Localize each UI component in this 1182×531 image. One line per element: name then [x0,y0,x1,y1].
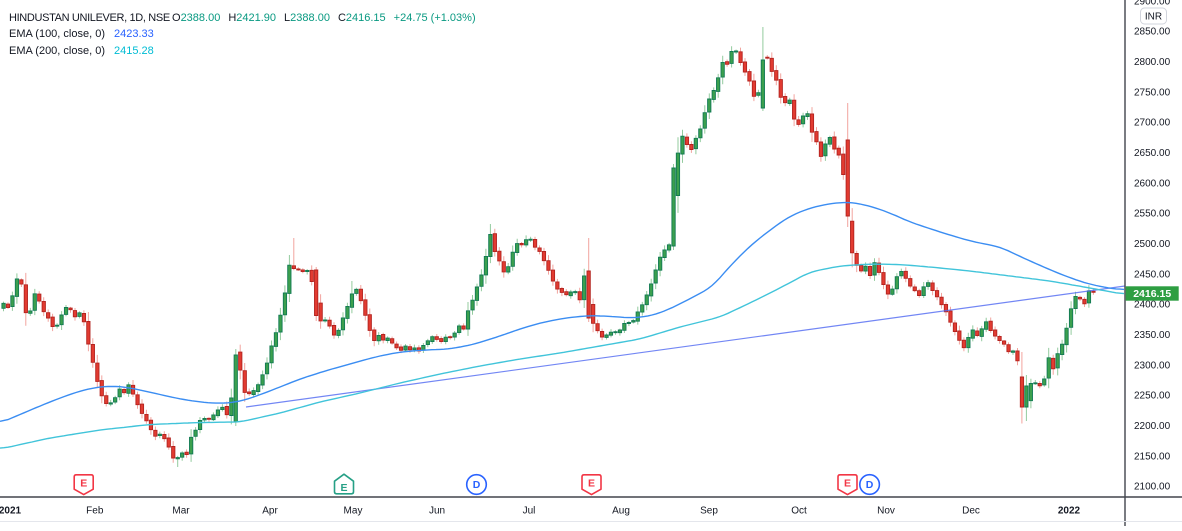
svg-text:2850.00: 2850.00 [1134,27,1171,38]
svg-text:E: E [340,482,347,494]
svg-text:2400.00: 2400.00 [1134,300,1171,311]
svg-text:2021: 2021 [0,506,22,517]
svg-text:Jul: Jul [523,506,536,517]
svg-text:2500.00: 2500.00 [1134,239,1171,250]
svg-text:E: E [588,478,595,490]
svg-text:Feb: Feb [86,506,104,517]
svg-text:2700.00: 2700.00 [1134,118,1171,129]
svg-text:INR: INR [1145,12,1162,23]
svg-text:2750.00: 2750.00 [1134,87,1171,98]
svg-text:Sep: Sep [700,506,718,517]
svg-text:HINDUSTAN UNILEVER, 1D, NSE: HINDUSTAN UNILEVER, 1D, NSE [9,12,170,24]
svg-text:Mar: Mar [172,506,190,517]
svg-text:D: D [866,479,874,491]
svg-text:2416.15: 2416.15 [1133,288,1171,300]
svg-text:2900.00: 2900.00 [1134,0,1171,7]
svg-text:2200.00: 2200.00 [1134,421,1171,432]
svg-text:Aug: Aug [612,506,630,517]
svg-text:2022: 2022 [1058,506,1081,517]
svg-text:EMA (200, close, 0)2415.28: EMA (200, close, 0) 2415.28 [9,45,154,57]
svg-text:Oct: Oct [791,506,807,517]
svg-text:2800.00: 2800.00 [1134,57,1171,68]
svg-text:Nov: Nov [877,506,895,517]
svg-text:Apr: Apr [262,506,278,517]
svg-text:2650.00: 2650.00 [1134,148,1171,159]
svg-text:2300.00: 2300.00 [1134,360,1171,371]
svg-text:2600.00: 2600.00 [1134,178,1171,189]
svg-text:2450.00: 2450.00 [1134,269,1171,280]
svg-text:May: May [344,506,363,517]
svg-text:D: D [473,479,481,491]
svg-text:2550.00: 2550.00 [1134,209,1171,220]
svg-text:EMA (100, close, 0)2423.33: EMA (100, close, 0) 2423.33 [9,28,154,40]
svg-text:E: E [844,478,851,490]
svg-text:E: E [80,478,87,490]
svg-text:2100.00: 2100.00 [1134,482,1171,493]
svg-text:Jun: Jun [429,506,445,517]
svg-text:2250.00: 2250.00 [1134,391,1171,402]
svg-text:2350.00: 2350.00 [1134,330,1171,341]
svg-text:Dec: Dec [962,506,980,517]
svg-text:2150.00: 2150.00 [1134,451,1171,462]
